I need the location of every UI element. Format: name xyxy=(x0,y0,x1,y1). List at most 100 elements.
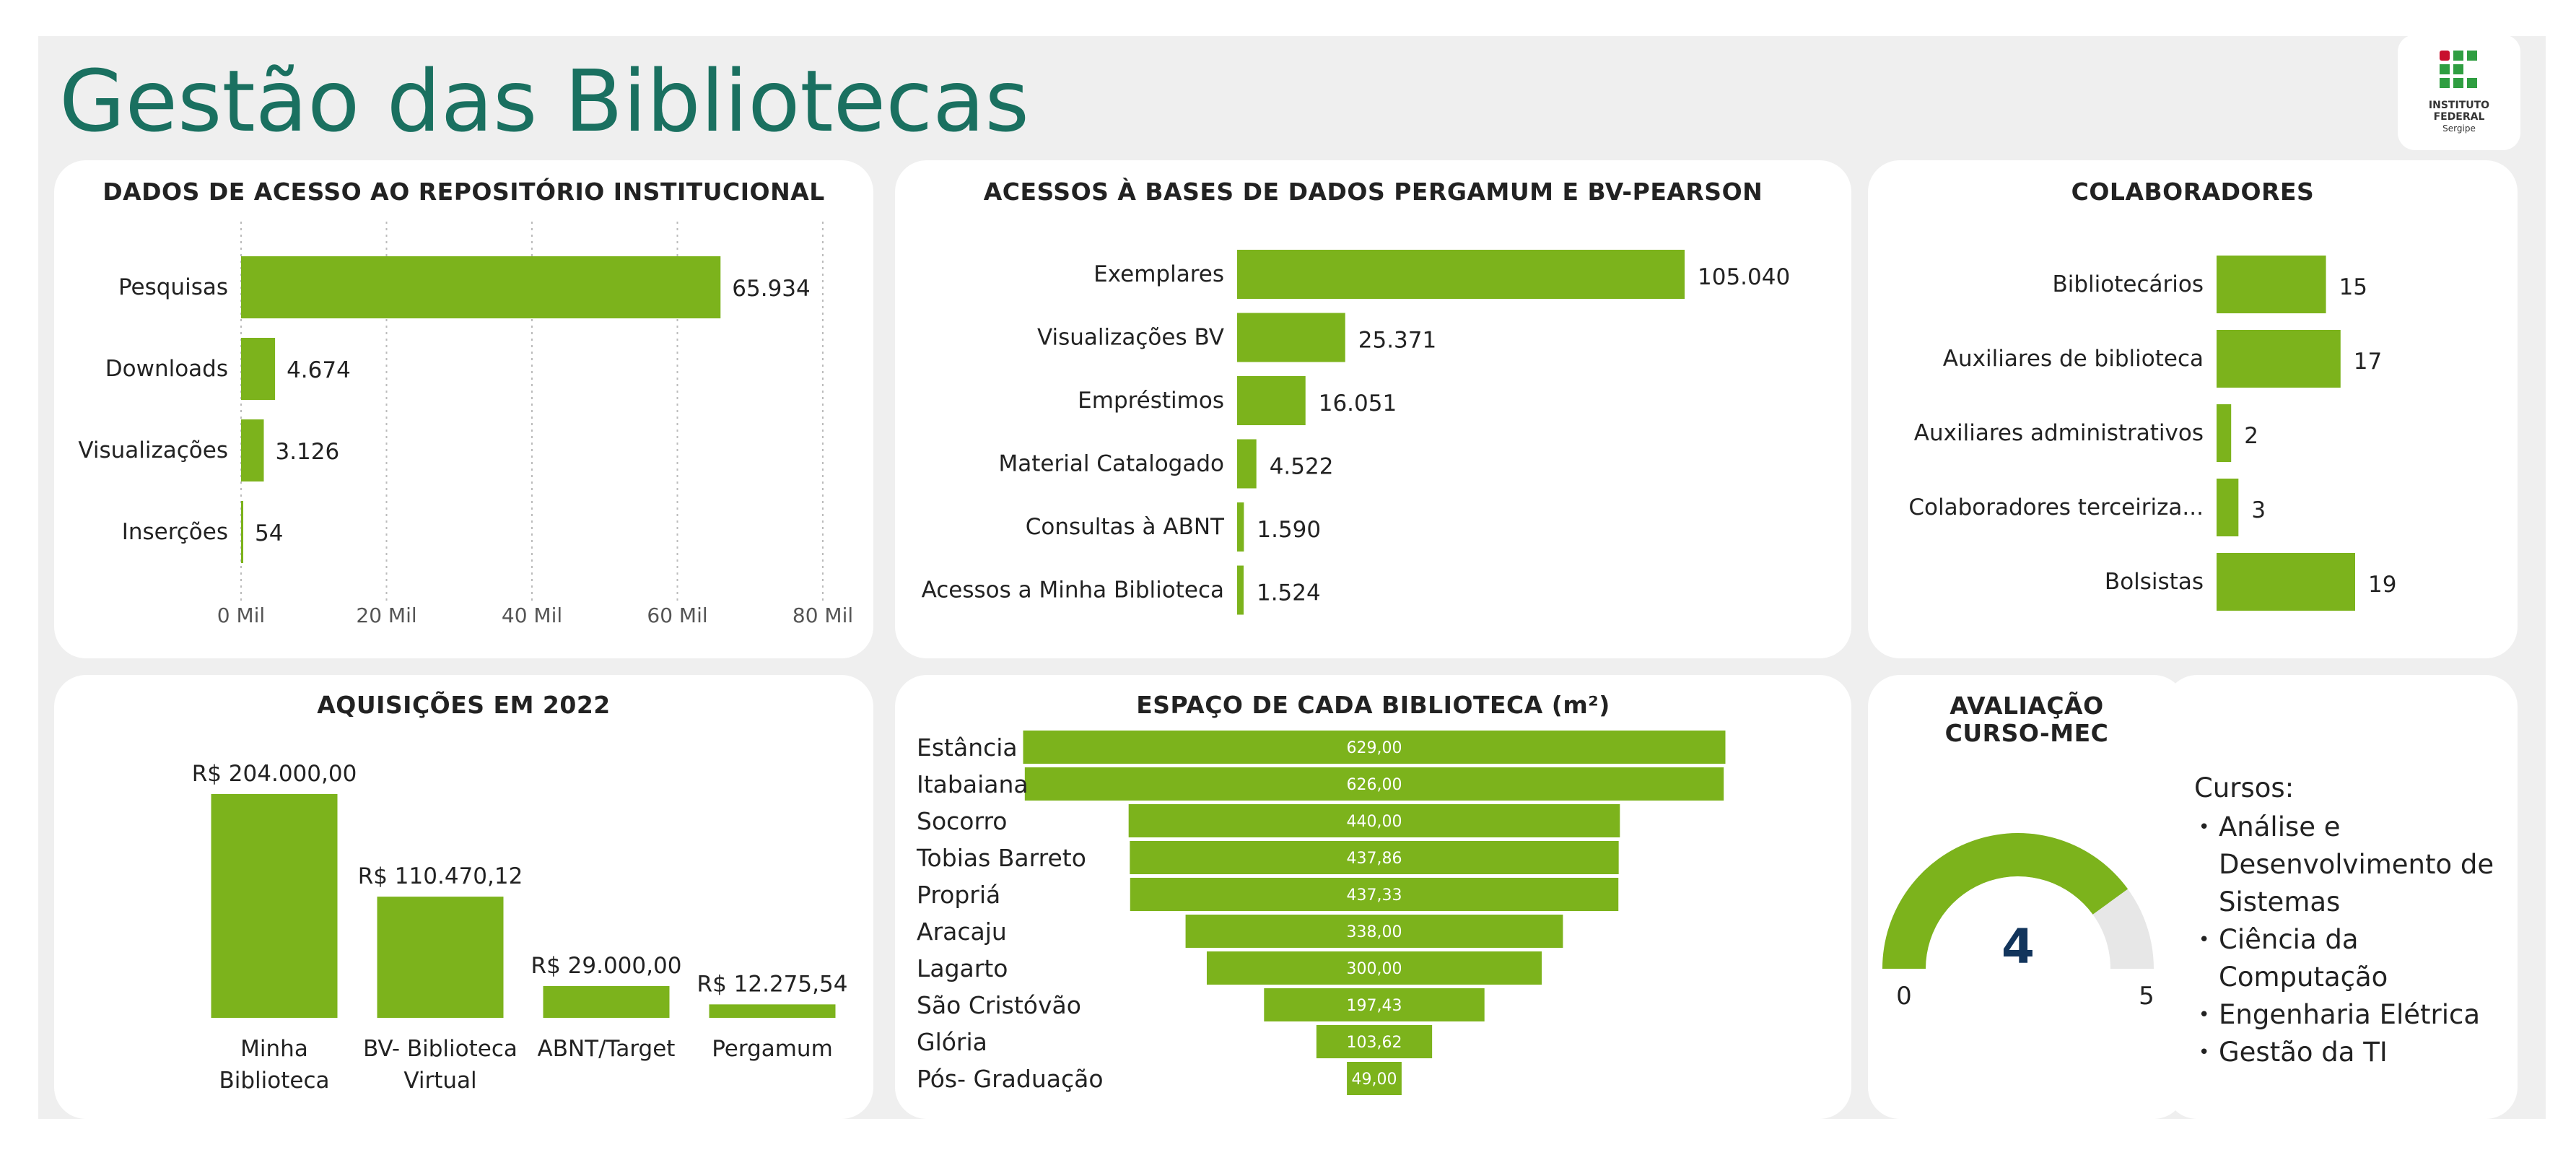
y-tick-label: Visualizações BV xyxy=(1037,325,1224,351)
page-title: Gestão das Bibliotecas xyxy=(59,51,1029,151)
x-tick-label: Minha xyxy=(240,1036,308,1062)
avaliacao-title-line-2: CURSO-MEC xyxy=(1944,719,2109,747)
bar xyxy=(241,501,243,563)
x-tick-label: Pergamum xyxy=(712,1036,833,1062)
bar xyxy=(1347,1062,1402,1095)
bar xyxy=(1316,1025,1433,1058)
bar xyxy=(1237,376,1306,425)
bar xyxy=(1237,502,1244,552)
data-label: 19 xyxy=(2368,572,2396,598)
x-tick-label: 0 Mil xyxy=(217,603,265,627)
y-tick-label: Itabaiana xyxy=(917,770,1029,798)
data-label: 2 xyxy=(2244,423,2258,449)
data-label: 15 xyxy=(2339,274,2367,300)
bar xyxy=(2217,479,2239,536)
bar xyxy=(1206,951,1542,985)
gauge-max-label: 5 xyxy=(2139,982,2154,1011)
bar xyxy=(1024,767,1724,801)
bar xyxy=(2217,330,2341,388)
data-label: 1.524 xyxy=(1257,580,1321,606)
data-label: 17 xyxy=(2354,349,2382,375)
bar xyxy=(2217,256,2326,313)
panel-espaco: ESPAÇO DE CADA BIBLIOTECA (m²) Estância 6… xyxy=(895,675,1851,1119)
course-item: Engenharia Elétrica xyxy=(2194,996,2512,1034)
y-tick-label: Material Catalogado xyxy=(999,451,1224,477)
data-label: 440,00 xyxy=(1347,813,1402,831)
logo-line-2: FEDERAL xyxy=(2433,111,2485,123)
x-tick-label: Virtual xyxy=(403,1068,476,1094)
bar xyxy=(709,1004,836,1018)
avaliacao-title: AVALIAÇÃO CURSO-MEC xyxy=(1868,692,2186,747)
data-label: 65.934 xyxy=(732,276,810,302)
y-tick-label: Socorro xyxy=(917,807,1008,835)
y-tick-label: Acessos a Minha Biblioteca xyxy=(922,578,1224,603)
y-tick-label: Bibliotecários xyxy=(2053,271,2204,297)
gauge-fill xyxy=(1882,833,2129,969)
data-label: R$ 110.470,12 xyxy=(358,863,523,889)
course-item: Análise e Desenvolvimento de Sistemas xyxy=(2194,808,2512,921)
bar xyxy=(1237,565,1244,615)
y-tick-label: Auxiliares de biblioteca xyxy=(1943,346,2204,372)
colaboradores-chart: Bibliotecários 15 Auxiliares de biblioteca… xyxy=(1908,256,2396,611)
data-label: 629,00 xyxy=(1347,739,1402,757)
panel-repositorio: DADOS DE ACESSO AO REPOSITÓRIO INSTITUCI… xyxy=(54,160,873,658)
colaboradores-title: COLABORADORES xyxy=(2071,178,2315,206)
logo-line-1: INSTITUTO xyxy=(2428,100,2490,111)
data-label: 1.590 xyxy=(1257,517,1321,543)
data-label: 626,00 xyxy=(1347,776,1402,794)
y-tick-label: Lagarto xyxy=(917,954,1008,982)
panel-avaliacao: AVALIAÇÃO CURSO-MEC 4 0 5 xyxy=(1868,675,2186,1119)
y-tick-label: Estância xyxy=(917,733,1018,762)
y-tick-label: Bolsistas xyxy=(2105,569,2204,595)
course-item: Ciência da Computação xyxy=(2194,921,2512,996)
y-tick-label: Tobias Barreto xyxy=(916,844,1086,872)
bar xyxy=(1237,313,1345,362)
y-tick-label: Visualizações xyxy=(78,437,228,463)
x-tick-label: Biblioteca xyxy=(219,1068,329,1094)
data-label: 105.040 xyxy=(1698,264,1790,290)
bar xyxy=(211,794,338,1018)
repositorio-chart: 0 Mil 20 Mil 40 Mil 60 Mil 80 Mil Pesquisas 65… xyxy=(78,222,853,627)
y-tick-label: Consultas à ABNT xyxy=(1026,514,1225,540)
institution-logo: INSTITUTO FEDERAL Sergipe xyxy=(2398,35,2520,150)
bar xyxy=(1128,804,1620,837)
y-tick-label: Pós- Graduação xyxy=(917,1065,1104,1093)
data-label: 197,43 xyxy=(1347,997,1402,1015)
data-label: 3.126 xyxy=(275,439,339,465)
y-tick-label: São Cristóvão xyxy=(917,991,1081,1019)
gauge-min-label: 0 xyxy=(1896,982,1912,1011)
y-tick-label: Glória xyxy=(917,1028,987,1056)
logo-line-3: Sergipe xyxy=(2442,123,2476,134)
data-label: 103,62 xyxy=(1347,1034,1402,1052)
panel-aquisicoes: AQUISIÇÕES EM 2022 R$ 204.000,00 Minha Bib… xyxy=(54,675,873,1119)
bar xyxy=(2217,553,2355,611)
bar xyxy=(543,985,670,1018)
y-tick-label: Pesquisas xyxy=(118,274,228,300)
course-item: Gestão da TI xyxy=(2194,1034,2512,1071)
y-tick-label: Auxiliares administrativos xyxy=(1914,420,2204,446)
data-label: 4.674 xyxy=(287,357,351,383)
if-logo-icon xyxy=(2440,51,2477,88)
bar xyxy=(241,419,264,481)
x-tick-label: 20 Mil xyxy=(356,603,416,627)
data-label: 437,33 xyxy=(1347,886,1402,905)
bar xyxy=(2217,404,2232,462)
bar xyxy=(241,256,721,318)
x-tick-label: BV- Biblioteca xyxy=(363,1036,518,1062)
aquisicoes-chart: R$ 204.000,00 Minha Biblioteca R$ 110.470,1… xyxy=(192,761,848,1094)
espaco-chart: Estância 629,00 Itabaiana 626,00 Socorro 440,… xyxy=(916,731,1726,1095)
courses-label: Cursos: xyxy=(2194,772,2295,803)
x-tick-label: 60 Mil xyxy=(647,603,707,627)
data-label: 16.051 xyxy=(1319,391,1397,417)
gauge-value: 4 xyxy=(2001,919,2035,975)
data-label: 338,00 xyxy=(1347,923,1402,941)
bases-chart: Exemplares 105.040 Visualizações BV 25.371 E… xyxy=(922,250,1790,615)
data-label: 437,86 xyxy=(1347,850,1402,868)
panel-bases: ACESSOS À BASES DE DADOS PERGAMUM E BV-P… xyxy=(895,160,1851,658)
y-tick-label: Aracaju xyxy=(917,918,1007,946)
x-tick-label: 40 Mil xyxy=(502,603,562,627)
avaliacao-title-line-1: AVALIAÇÃO xyxy=(1950,692,2104,720)
avaliacao-gauge: 4 0 5 xyxy=(1882,833,2154,1011)
data-label: R$ 29.000,00 xyxy=(531,953,682,979)
y-tick-label: Colaboradores terceiriza... xyxy=(1908,494,2204,520)
